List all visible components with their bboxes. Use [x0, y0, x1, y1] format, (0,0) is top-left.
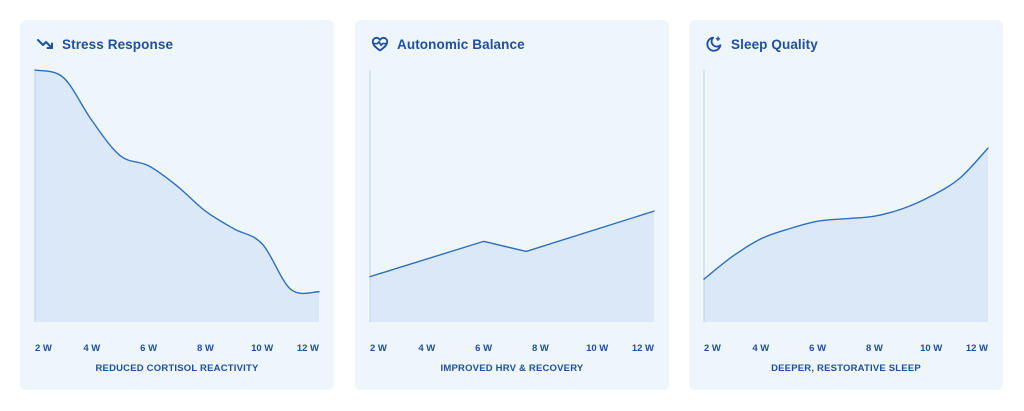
card-header: Sleep Quality [705, 34, 818, 54]
area-fill [370, 211, 654, 322]
card-caption: IMPROVED HRV & RECOVERY [440, 363, 584, 374]
area-fill [35, 70, 319, 322]
x-tick-label: 10 W [586, 343, 608, 354]
card-caption: DEEPER, RESTORATIVE SLEEP [771, 363, 921, 374]
trending-down-icon [37, 39, 53, 49]
card-title: Sleep Quality [731, 36, 818, 52]
moon-stars-icon [706, 36, 722, 52]
x-tick-label: 10 W [251, 343, 273, 354]
x-tick-label: 6 W [140, 343, 157, 354]
x-tick-label: 4 W [418, 343, 435, 354]
x-tick-label: 4 W [752, 343, 769, 354]
stress-response-card: 2 W 4 W 6 W 8 W 10 W 12 W Stress Response RED… [20, 20, 334, 390]
card-header: Autonomic Balance [371, 34, 525, 54]
x-tick-label: 10 W [920, 343, 942, 354]
autonomic-balance-card: 2 W 4 W 6 W 8 W 10 W 12 W Autonomic Balance I… [355, 20, 669, 390]
area-fill [704, 148, 988, 322]
x-tick-label: 4 W [83, 343, 100, 354]
series-line [703, 147, 989, 280]
card-caption: REDUCED CORTISOL REACTIVITY [95, 363, 259, 374]
card-title: Stress Response [62, 36, 174, 52]
stress-response-chart: 2 W 4 W 6 W 8 W 10 W 12 W [34, 69, 320, 354]
card-title: Autonomic Balance [397, 36, 525, 52]
x-tick-label: 6 W [475, 343, 492, 354]
heart-pulse-icon [371, 36, 389, 52]
x-tick-label: 12 W [632, 343, 654, 354]
autonomic-balance-chart: 2 W 4 W 6 W 8 W 10 W 12 W [369, 70, 655, 354]
sleep-quality-chart: 2 W 4 W 6 W 8 W 10 W 12 W [703, 70, 989, 354]
x-tick-label: 2 W [704, 343, 721, 354]
sleep-quality-card: 2 W 4 W 6 W 8 W 10 W 12 W Sleep Quality DEEPE… [689, 20, 1003, 390]
x-tick-label: 6 W [809, 343, 826, 354]
x-tick-label: 2 W [35, 343, 52, 354]
x-tick-label: 8 W [532, 343, 549, 354]
card-header: Stress Response [36, 34, 173, 54]
x-tick-label: 2 W [370, 343, 387, 354]
series-line [34, 69, 320, 295]
x-tick-label: 8 W [866, 343, 883, 354]
x-tick-label: 12 W [297, 343, 319, 354]
series-line [369, 210, 655, 278]
x-tick-label: 12 W [966, 343, 988, 354]
x-tick-label: 8 W [197, 343, 214, 354]
